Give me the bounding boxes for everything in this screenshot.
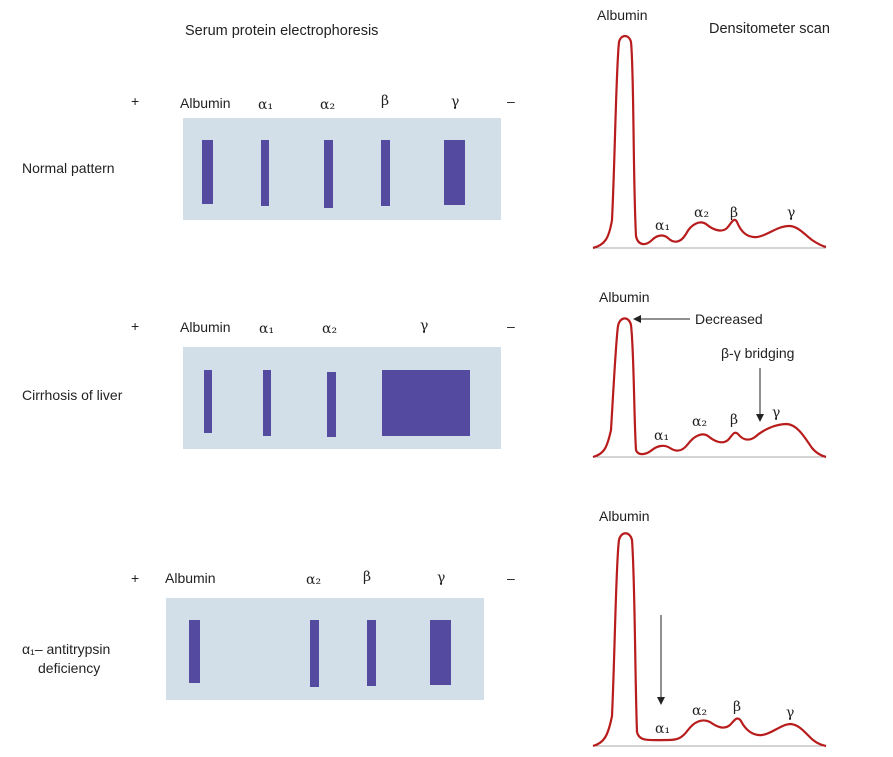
scan-label-alpha1: α₁ xyxy=(654,428,670,444)
gel-label-gamma: γ xyxy=(420,318,429,334)
scan-label-beta: β xyxy=(733,699,742,715)
right-title: Densitometer scan xyxy=(709,21,830,37)
scan-label-alpha1: α₁ xyxy=(655,721,671,737)
band-alpha1 xyxy=(263,370,271,436)
band-albumin xyxy=(204,370,212,433)
gel-label-albumin: Albumin xyxy=(165,570,216,586)
row-label-cirrhosis: Cirrhosis of liver xyxy=(22,387,123,403)
annotation-decreased: Decreased xyxy=(695,311,763,327)
scan-label-alpha2: α₂ xyxy=(694,205,710,221)
band-beta xyxy=(367,620,376,686)
plus-symbol: + xyxy=(131,570,140,586)
scan-curve-aat xyxy=(592,532,827,748)
band-gamma-broad xyxy=(382,370,470,436)
gel-label-alpha2: α₂ xyxy=(322,321,338,337)
plus-symbol: + xyxy=(131,93,140,109)
gel-label-alpha1: α₁ xyxy=(258,97,274,113)
gel-label-alpha2: α₂ xyxy=(320,97,336,113)
scan-label-alpha1: α₁ xyxy=(655,218,671,234)
band-gamma xyxy=(430,620,451,685)
scan-label-gamma: γ xyxy=(787,205,796,221)
scan-peak-label: Albumin xyxy=(599,508,650,524)
scan-label-beta: β xyxy=(730,205,739,221)
gel-label-alpha1: α₁ xyxy=(259,321,275,337)
band-alpha2 xyxy=(324,140,333,208)
minus-symbol: – xyxy=(507,318,515,334)
scan-peak-label: Albumin xyxy=(597,7,648,23)
band-alpha2 xyxy=(310,620,319,687)
row-label-aat-line2: deficiency xyxy=(38,660,101,676)
gel-label-albumin: Albumin xyxy=(180,319,231,335)
left-title: Serum protein electrophoresis xyxy=(185,23,379,39)
band-gamma xyxy=(444,140,465,205)
minus-symbol: – xyxy=(507,570,515,586)
band-alpha1 xyxy=(261,140,269,206)
plus-symbol: + xyxy=(131,318,140,334)
scan-curve-normal xyxy=(592,34,827,250)
band-alpha2 xyxy=(327,372,336,437)
gel-label-gamma: γ xyxy=(437,570,446,586)
scan-curve-cirrhosis xyxy=(592,317,827,459)
band-beta xyxy=(381,140,390,206)
annotation-bridging: β-γ bridging xyxy=(721,345,795,361)
scan-label-alpha2: α₂ xyxy=(692,414,708,430)
scan-label-alpha2: α₂ xyxy=(692,703,708,719)
band-albumin xyxy=(189,620,200,683)
row-label-aat-line1: α₁– antitrypsin xyxy=(22,641,111,657)
scan-label-beta: β xyxy=(730,412,739,428)
scan-peak-label: Albumin xyxy=(599,289,650,305)
row-label-normal: Normal pattern xyxy=(22,160,115,176)
gel-label-beta: β xyxy=(363,569,372,585)
scan-label-gamma: γ xyxy=(786,705,795,721)
scan-label-gamma: γ xyxy=(772,405,781,421)
minus-symbol: – xyxy=(507,93,515,109)
band-albumin xyxy=(202,140,213,204)
gel-label-beta: β xyxy=(381,93,390,109)
gel-label-alpha2: α₂ xyxy=(306,572,322,588)
gel-label-gamma: γ xyxy=(451,94,460,110)
gel-label-albumin: Albumin xyxy=(180,95,231,111)
